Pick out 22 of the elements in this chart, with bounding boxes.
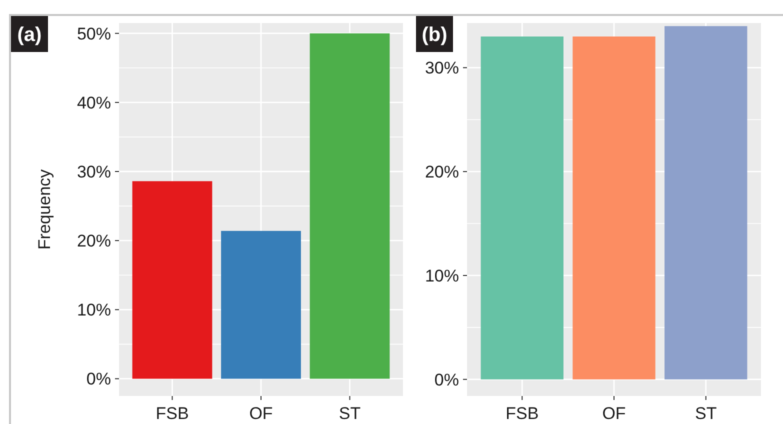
y-tick-label: 20% [76, 232, 111, 251]
y-tick-label: 10% [76, 300, 111, 320]
bar [221, 230, 301, 379]
y-tick-label: 20% [424, 162, 459, 182]
y-tick-label: 10% [424, 266, 459, 286]
y-tick-label: 50% [76, 24, 111, 44]
y-tick-label: 30% [424, 58, 459, 78]
y-tick-label: 0% [86, 370, 111, 389]
y-axis-title: Frequency [35, 168, 54, 250]
chart-title: (b) [422, 24, 448, 46]
y-tick-label: 40% [76, 93, 111, 112]
bar [310, 33, 390, 379]
x-tick-label: ST [695, 404, 717, 423]
x-tick-label: ST [338, 404, 361, 423]
bar [132, 181, 212, 379]
x-tick-label: FSB [506, 404, 539, 423]
x-tick-label: OF [602, 404, 626, 423]
y-tick-label: 30% [76, 162, 111, 182]
chart-title: (a) [17, 24, 42, 46]
y-tick-label: 0% [434, 370, 459, 390]
x-tick-label: FSB [156, 404, 189, 423]
x-tick-label: OF [249, 404, 273, 423]
